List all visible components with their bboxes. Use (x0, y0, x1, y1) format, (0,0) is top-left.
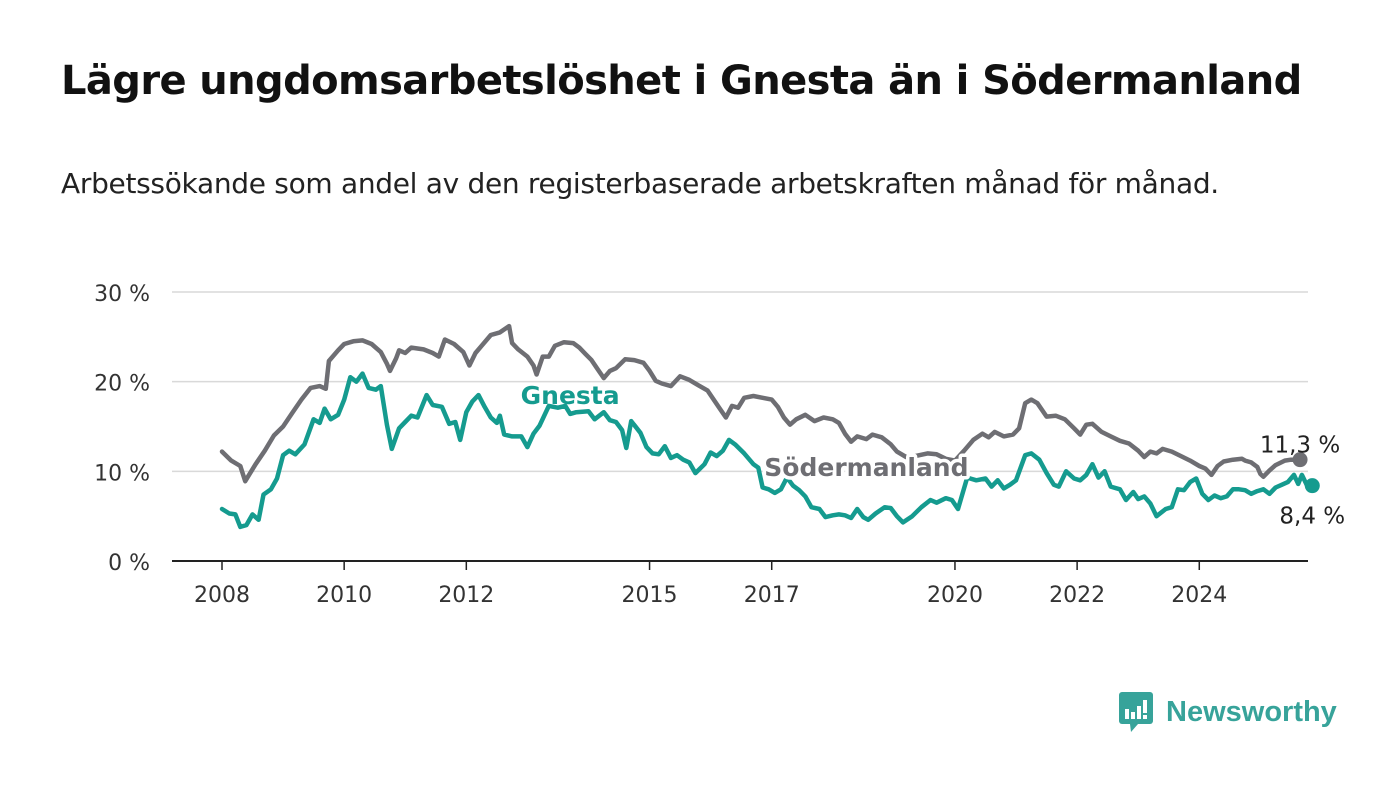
end-point-gnesta (1304, 478, 1320, 494)
x-tick-label: 2024 (1171, 583, 1227, 608)
series-label-s-dermanland: Södermanland (764, 453, 968, 482)
series-labels: 11,3 % 8,4 % Gnesta Södermanland (521, 381, 1345, 530)
end-value-label: 11,3 % (1260, 433, 1340, 459)
end-point-s-dermanland (1292, 452, 1308, 468)
y-tick-label: 0 % (108, 551, 150, 576)
series-line-s-dermanland (219, 323, 1303, 484)
chart-subtitle: Arbetssökande som andel av den registerb… (61, 167, 1219, 200)
x-tick-label: 2022 (1049, 583, 1105, 608)
x-tick-label: 2015 (622, 583, 678, 608)
series-lines (219, 323, 1320, 530)
newsworthy-logo-icon (1119, 692, 1153, 732)
chart-title: Lägre ungdomsarbetslöshet i Gnesta än i … (61, 58, 1302, 104)
gridlines: 0 % 10 % 20 % 30 % (94, 282, 1308, 576)
x-axis: 2008 2010 2012 2015 2017 2020 2022 2024 (172, 560, 1308, 608)
y-tick-label: 30 % (94, 282, 150, 307)
y-tick-label: 10 % (94, 461, 150, 486)
x-tick-label: 2017 (744, 583, 800, 608)
series-label-gnesta: Gnesta (521, 381, 620, 410)
x-tick-label: 2020 (927, 583, 983, 608)
x-tick-label: 2010 (316, 583, 372, 608)
x-tick-label: 2012 (438, 583, 494, 608)
series-line-gnesta (219, 371, 1315, 530)
newsworthy-logo: Newsworthy (1118, 690, 1337, 734)
end-value-label: 8,4 % (1279, 504, 1345, 530)
y-tick-label: 20 % (94, 372, 150, 397)
brand-name: Newsworthy (1166, 695, 1337, 728)
x-tick-label: 2008 (194, 583, 250, 608)
